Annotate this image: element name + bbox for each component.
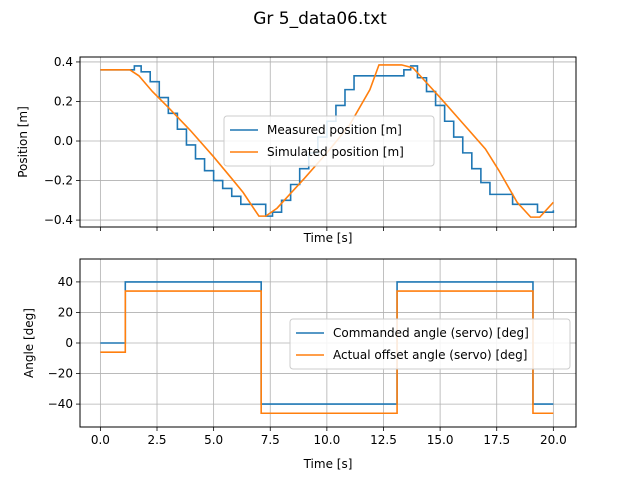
y-tick-label: 0.2 (54, 94, 73, 108)
x-tick-label: 10.0 (314, 433, 341, 447)
legend-label-2: Actual offset angle (servo) [deg] (333, 348, 527, 362)
y-axis-label: Angle [deg] (22, 308, 36, 378)
y-tick-label: −20 (48, 367, 73, 381)
y-tick-label: 0.0 (54, 134, 73, 148)
x-tick-label: 20.0 (540, 433, 567, 447)
legend-label-1: Measured position [m] (267, 123, 402, 137)
y-tick-label: 20 (58, 305, 73, 319)
legend-label-1: Commanded angle (servo) [deg] (333, 326, 529, 340)
x-tick-label: 2.5 (147, 433, 166, 447)
y-tick-label: −0.4 (44, 213, 73, 227)
y-tick-label: 0 (65, 336, 73, 350)
x-tick-label: 15.0 (427, 433, 454, 447)
y-tick-label: 40 (58, 275, 73, 289)
x-tick-label: 7.5 (261, 433, 280, 447)
angle-plot: 0.0 2.5 5.0 7.5 10.0 12.5 15.0 17.5 20.0 −40 −20 0 2… (22, 258, 577, 471)
y-tick-label: 0.4 (54, 55, 73, 69)
x-tick-label: 0.0 (91, 433, 110, 447)
figure-title: Gr 5_data06.txt (253, 9, 387, 29)
legend-box (289, 318, 571, 370)
x-axis-label: Time [s] (303, 457, 353, 471)
position-plot: −0.4 −0.2 0.0 0.2 0.4 Time [s] Position [m] Mea… (16, 55, 577, 245)
y-axis-label: Position [m] (16, 106, 30, 178)
y-tick-label: −40 (48, 397, 73, 411)
x-tick-label: 17.5 (483, 433, 510, 447)
legend-box (223, 115, 435, 167)
x-axis-label: Time [s] (303, 231, 353, 245)
x-tick-label: 5.0 (204, 433, 223, 447)
x-tick-label: 12.5 (370, 433, 397, 447)
axes-frame (79, 56, 577, 228)
legend-label-2: Simulated position [m] (267, 145, 404, 159)
y-tick-label: −0.2 (44, 174, 73, 188)
